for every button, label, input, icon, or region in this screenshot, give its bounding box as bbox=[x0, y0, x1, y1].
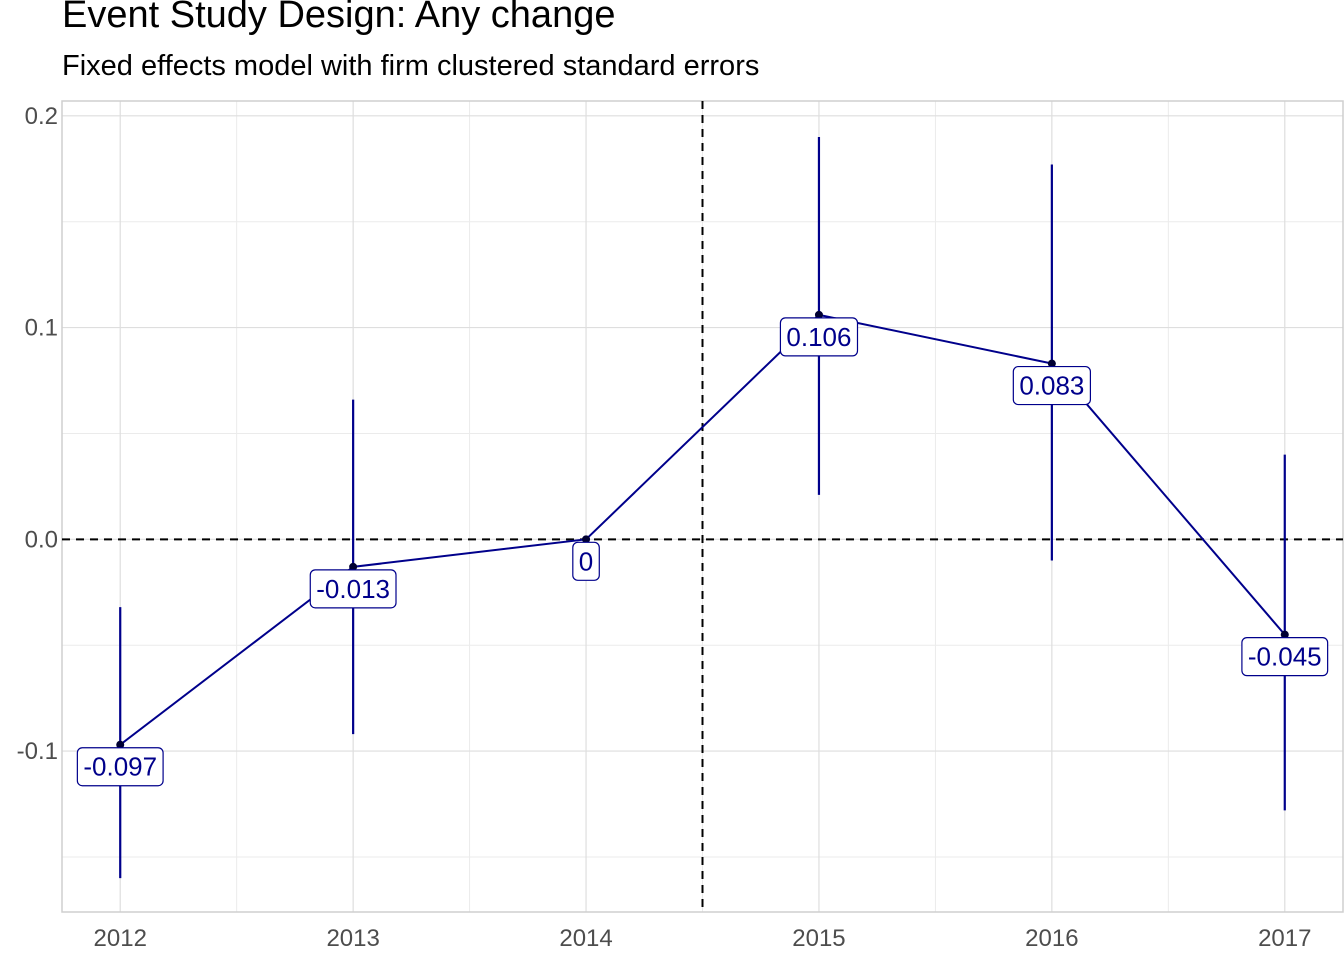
point-label: 0.083 bbox=[1012, 365, 1092, 406]
y-tick-label: 0.1 bbox=[25, 315, 58, 342]
y-tick-label: -0.1 bbox=[17, 738, 58, 765]
point-label-box bbox=[76, 747, 164, 787]
point-label: 0.106 bbox=[779, 317, 859, 357]
point-label-text: 0.106 bbox=[786, 322, 851, 352]
chart-title: Event Study Design: Any change bbox=[62, 0, 616, 36]
point-label-box bbox=[1241, 637, 1329, 677]
point-label-text: -0.045 bbox=[1248, 642, 1322, 672]
point-label-box bbox=[572, 541, 600, 581]
point-label: -0.045 bbox=[1241, 637, 1329, 677]
y-tick-label: 0.2 bbox=[25, 103, 58, 130]
point-label: 0 bbox=[572, 541, 600, 581]
x-tick-label: 2015 bbox=[792, 925, 845, 952]
point-label: -0.013 bbox=[309, 569, 397, 609]
x-tick-label: 2017 bbox=[1258, 925, 1311, 952]
point-label-text: -0.013 bbox=[316, 574, 390, 604]
point-label-box bbox=[1012, 365, 1092, 406]
point-label-text: 0.083 bbox=[1019, 371, 1084, 401]
x-tick-label: 2014 bbox=[559, 925, 612, 952]
y-tick-label: 0.0 bbox=[25, 526, 58, 553]
estimate-point bbox=[582, 535, 591, 544]
point-label: -0.097 bbox=[76, 747, 164, 787]
chart-subtitle: Fixed effects model with firm clustered … bbox=[62, 50, 760, 82]
estimate-point bbox=[814, 310, 823, 319]
point-label-text: -0.097 bbox=[83, 752, 157, 782]
x-tick-label: 2012 bbox=[94, 925, 147, 952]
x-tick-label: 2013 bbox=[326, 925, 379, 952]
estimate-point bbox=[1047, 359, 1056, 368]
estimate-point bbox=[116, 740, 125, 749]
x-tick-label: 2016 bbox=[1025, 925, 1078, 952]
estimate-point bbox=[349, 562, 358, 571]
estimate-point bbox=[1280, 630, 1289, 639]
point-label-box bbox=[309, 569, 397, 609]
point-label-text: 0 bbox=[579, 546, 593, 576]
point-label-box bbox=[779, 317, 859, 357]
